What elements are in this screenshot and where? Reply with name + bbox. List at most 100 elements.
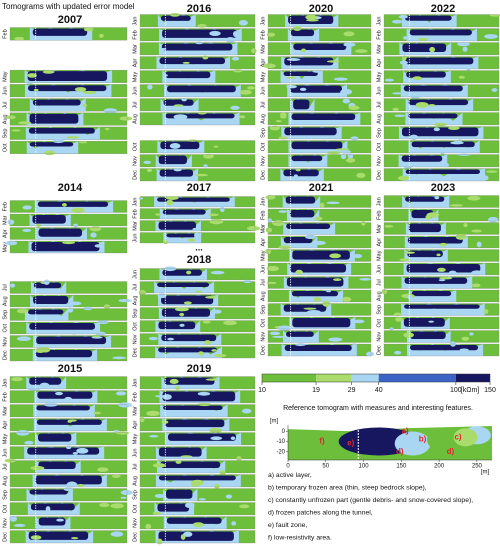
panel-year: 2023 [431, 182, 455, 194]
strip-border [9, 516, 128, 530]
strip-border [267, 154, 372, 168]
tomogram-patch [438, 279, 446, 282]
month-label: Jul [260, 279, 266, 286]
strip-border [9, 474, 128, 488]
tomogram-patch [265, 227, 272, 233]
tomogram-patch [24, 440, 34, 445]
tomogram-patch [90, 334, 102, 338]
strip-border [139, 196, 256, 208]
strip-border [139, 220, 256, 232]
tomogram-patch [402, 55, 407, 61]
tomogram-patch [342, 98, 351, 104]
tomogram-dark [166, 489, 193, 499]
tomogram-patch [174, 386, 181, 390]
tomogram-dark [290, 29, 315, 37]
tomogram-patch [457, 42, 470, 47]
tomogram-patch [246, 225, 261, 231]
tomogram-patch [384, 225, 394, 228]
tomogram-patch [73, 223, 79, 228]
tomogram-patch [251, 48, 257, 54]
tomogram-dark [28, 127, 95, 134]
month-label: Mar [132, 44, 138, 54]
tomogram-patch [99, 33, 104, 38]
tomogram-dark [165, 71, 211, 79]
tomogram-patch [394, 114, 406, 117]
tomogram-patch [485, 170, 498, 173]
tomogram-patch [278, 136, 288, 140]
month-label: Jul [260, 101, 266, 108]
strip-border [9, 432, 128, 446]
tomogram-dark [404, 15, 452, 21]
month-label: Feb [376, 211, 382, 220]
tomogram-patch [192, 522, 204, 528]
tomogram-patch [392, 92, 403, 95]
strip-border [267, 276, 372, 289]
month-label: Mar [376, 44, 382, 54]
tomogram-patch [395, 317, 404, 322]
tomogram-dark [402, 43, 447, 53]
strip-border [9, 446, 128, 460]
tomogram-patch [306, 19, 319, 22]
feature-label: c) [454, 432, 461, 441]
strip-border [9, 84, 128, 98]
month-label: Oct [2, 143, 8, 152]
month-label: Apr [132, 421, 138, 430]
strip-border [9, 404, 128, 418]
strip-border [139, 14, 256, 28]
tomogram-patch [16, 430, 30, 436]
strip-border [139, 294, 256, 307]
tomogram-patch [293, 174, 298, 178]
tomogram-patch [471, 229, 482, 233]
panel-year: 2022 [431, 3, 455, 15]
tomogram-light [163, 516, 227, 529]
tomogram-dark [166, 517, 222, 524]
tomogram-dark [158, 221, 196, 230]
tomogram-patch [82, 103, 88, 108]
tomogram-patch [265, 248, 272, 255]
tomogram-patch [469, 332, 474, 336]
month-label: Oct [132, 142, 138, 151]
tomogram-light [25, 126, 100, 140]
tomogram-patch [56, 518, 65, 522]
tomogram-dark [158, 475, 236, 481]
strip-border [267, 195, 372, 208]
month-label: Jan [376, 197, 382, 206]
tomogram-dark [38, 461, 76, 470]
tomogram-dark [409, 29, 472, 36]
tomogram-dark [168, 433, 237, 441]
tomogram-dark [35, 475, 102, 485]
strip-border [9, 98, 128, 112]
tomogram-patch [83, 27, 94, 32]
tomogram-patch [399, 258, 411, 262]
tomogram-patch [4, 240, 18, 246]
month-label: Jan [260, 197, 266, 206]
tomogram-patch [238, 115, 246, 119]
tomogram-patch [159, 48, 167, 51]
month-label: Oct [376, 142, 382, 151]
tomogram-patch [118, 298, 132, 303]
tomogram-patch [70, 537, 79, 540]
tomogram-patch [69, 301, 82, 306]
tomogram-patch [163, 266, 177, 272]
tomogram-dark [162, 391, 236, 402]
month-label: Jan [132, 17, 138, 26]
month-label: Mar [2, 215, 8, 225]
tomogram-dark [283, 71, 318, 77]
strip-border [267, 42, 372, 56]
tomogram-patch [312, 70, 322, 73]
strip-border [267, 84, 372, 98]
strip-border [383, 303, 500, 316]
colorbar-segment [351, 374, 379, 382]
tomogram-patch [186, 270, 192, 275]
tomogram-patch [219, 206, 225, 213]
tomogram-patch [152, 463, 166, 468]
strip-border [267, 28, 372, 42]
tomogram-patch [393, 312, 402, 317]
tomogram-patch [233, 31, 238, 37]
tomogram-patch [356, 172, 366, 178]
tomogram-patch [169, 12, 180, 17]
month-label: Dec [132, 170, 138, 180]
strip-border [139, 530, 256, 544]
month-label: Jun [2, 449, 8, 458]
strip-border [383, 154, 500, 168]
